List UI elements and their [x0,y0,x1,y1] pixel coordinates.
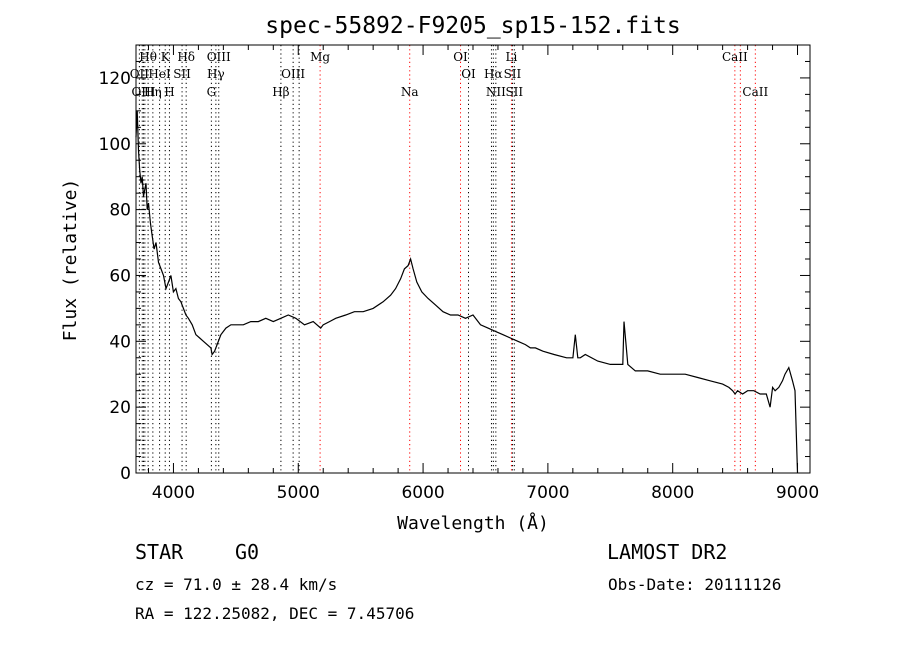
y-axis-label: Flux (relative) [60,179,81,342]
spectral-lines [138,45,756,473]
plot-frame [135,44,811,474]
line-label: OI [453,50,468,64]
y-tick-label: 120 [99,69,131,89]
line-label: NII [486,85,506,99]
object-class: STAR [135,540,184,564]
y-tick-label: 20 [109,398,131,418]
spectrum-line [135,110,799,474]
line-label: Hη [144,85,162,99]
line-label: CaII [742,85,768,99]
x-tick-label: 7000 [526,483,569,503]
line-label: Na [401,85,419,99]
line-label: Hδ [177,50,195,64]
line-label: HeI [148,67,171,81]
y-tick-label: 40 [109,332,131,352]
survey-name: LAMOST DR2 [607,540,728,564]
subclass: G0 [235,540,260,564]
line-label: OI [461,67,476,81]
line-label: OIII [207,50,231,64]
line-label: Hβ [272,85,289,99]
redshift-text: cz = 71.0 ± 28.4 km/s [135,575,338,594]
line-label: SII [505,85,523,99]
x-tick-label: 4000 [152,483,195,503]
x-axis-label: Wavelength (Å) [397,512,549,534]
line-label: G [207,85,217,99]
chart-title: spec-55892-F9205_sp15-152.fits [265,13,680,39]
line-label: Li [506,50,518,64]
x-tick-label: 9000 [776,483,819,503]
line-label: CaII [722,50,748,64]
x-tick-label: 8000 [651,483,694,503]
x-tick-label: 5000 [277,483,320,503]
line-label: H [164,85,174,99]
line-label: OII [130,67,150,81]
y-tick-label: 100 [99,135,131,155]
line-label: Hα [484,67,503,81]
line-label: OIII [131,85,155,99]
line-label: Hθ [139,50,157,64]
line-label: Hγ [207,67,225,81]
y-tick-label: 0 [120,464,131,484]
obs-date: Obs-Date: 20111126 [608,575,782,594]
line-label: OIII [281,67,305,81]
x-tick-label: 6000 [401,483,444,503]
axis-ticks: 4000 5000 6000 7000 8000 9000 0 20 40 60 80 100 120 [99,44,819,503]
y-tick-label: 80 [109,201,131,221]
line-label: SII [173,67,191,81]
line-label: Mg [310,50,330,64]
coordinates: RA = 122.25082, DEC = 7.45706 [135,604,415,623]
line-label: SII [504,67,522,81]
line-label: K [161,50,171,64]
y-tick-label: 60 [109,266,131,286]
